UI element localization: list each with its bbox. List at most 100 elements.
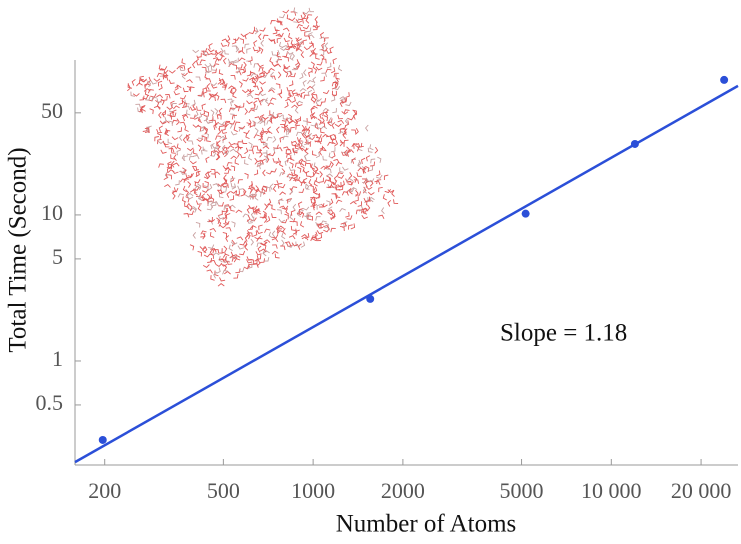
molecule [281, 239, 285, 247]
molecule [197, 92, 204, 98]
molecule [231, 114, 238, 120]
molecule [197, 204, 202, 212]
molecule [313, 186, 318, 194]
molecule [252, 120, 257, 127]
molecule [258, 33, 262, 41]
molecule [391, 190, 395, 197]
molecule [278, 218, 286, 223]
molecule [330, 147, 336, 153]
molecule [276, 20, 282, 26]
molecule [291, 96, 296, 103]
molecule [215, 153, 220, 161]
molecule [301, 124, 306, 132]
y-axis-label: Total Time (Second) [5, 147, 32, 352]
molecule [245, 133, 250, 140]
molecule [269, 183, 274, 191]
molecule [365, 165, 370, 173]
molecule [241, 67, 247, 74]
molecule [331, 122, 336, 129]
molecule [320, 128, 325, 134]
molecule [154, 136, 159, 142]
molecule [334, 123, 342, 128]
molecule [353, 113, 358, 120]
molecule [233, 273, 239, 279]
molecule [322, 145, 327, 152]
molecule [221, 248, 226, 254]
molecule [325, 109, 329, 117]
molecule [299, 88, 307, 92]
molecule [168, 147, 175, 153]
molecule [294, 119, 299, 126]
molecule [225, 213, 231, 219]
molecule [303, 94, 309, 100]
molecule [260, 120, 266, 126]
annotation: Slope = 1.18 [500, 320, 627, 347]
molecule [204, 63, 212, 68]
molecule [235, 268, 241, 274]
molecule [239, 38, 244, 44]
molecule [305, 128, 311, 135]
molecule [206, 51, 213, 56]
molecule [228, 107, 235, 113]
molecule [282, 9, 290, 14]
molecule [194, 185, 202, 190]
molecule [254, 91, 261, 96]
molecule [194, 110, 199, 118]
molecule [321, 117, 325, 124]
molecule [262, 145, 270, 150]
molecule [250, 185, 254, 193]
molecule [244, 243, 249, 251]
molecule [304, 214, 311, 219]
molecule [180, 65, 186, 70]
molecule [220, 262, 228, 267]
molecule [194, 117, 201, 121]
molecule [218, 258, 225, 263]
molecule [282, 114, 288, 120]
molecule [209, 248, 214, 256]
molecule [127, 83, 133, 89]
molecule [276, 147, 283, 152]
molecule [268, 87, 276, 91]
molecule [295, 19, 303, 24]
molecule [181, 72, 188, 77]
molecule [205, 67, 210, 74]
molecule [193, 149, 198, 155]
molecule [378, 214, 385, 220]
molecule [185, 134, 190, 142]
molecule [195, 76, 201, 82]
molecule [346, 178, 354, 182]
molecule [254, 127, 259, 135]
molecule [224, 120, 231, 126]
molecule [290, 72, 296, 78]
molecule [341, 191, 349, 196]
molecule [211, 84, 218, 89]
molecule [259, 248, 267, 253]
molecule [218, 210, 223, 216]
molecule [214, 147, 219, 153]
molecule [276, 228, 283, 233]
molecule [284, 101, 289, 108]
molecule [156, 94, 164, 99]
molecule [215, 263, 223, 267]
molecule [295, 37, 303, 42]
molecule [304, 139, 309, 146]
molecule [227, 145, 235, 149]
molecule [192, 61, 196, 69]
molecule [350, 187, 358, 191]
molecule [310, 61, 315, 69]
molecule [192, 166, 199, 172]
molecule [261, 188, 266, 195]
molecule [317, 137, 323, 143]
molecule [337, 64, 343, 72]
molecule [164, 142, 170, 148]
molecule [197, 125, 202, 132]
molecule [335, 161, 343, 167]
molecule [320, 76, 325, 82]
molecule [255, 251, 262, 256]
molecule [265, 186, 271, 192]
molecule [303, 69, 307, 77]
molecule [199, 246, 207, 250]
molecule [204, 180, 209, 187]
molecule [220, 98, 227, 104]
molecule [127, 84, 131, 92]
